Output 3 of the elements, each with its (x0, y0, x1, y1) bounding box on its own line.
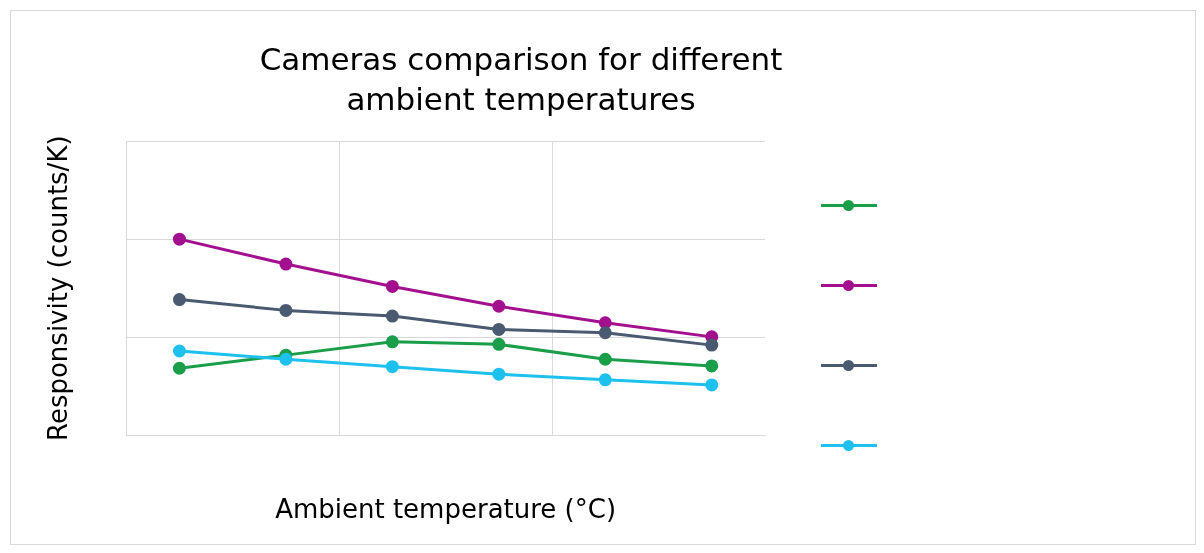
chart-title: Cameras comparison for different ambient temperatures (258, 40, 784, 119)
x-axis-title: Ambient temperature (°C) (275, 494, 617, 525)
y-axis-title: Responsivity (counts/K) (43, 135, 74, 441)
